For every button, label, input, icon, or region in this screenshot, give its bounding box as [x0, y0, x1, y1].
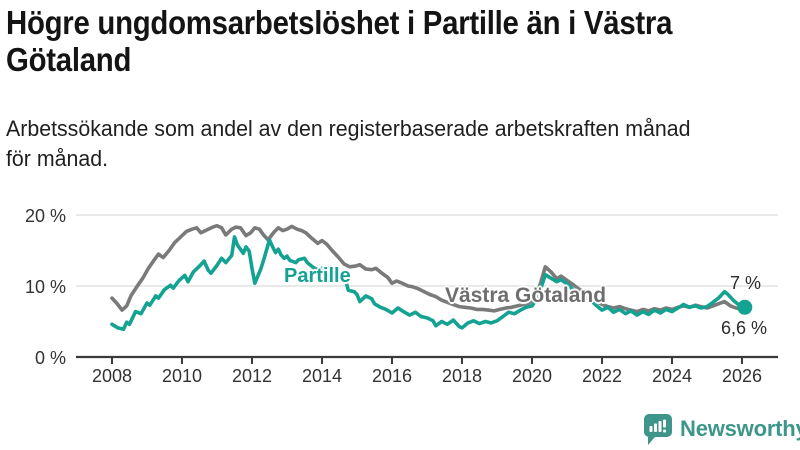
newsworthy-wordmark: Newsworthy [680, 416, 800, 441]
x-axis-tick-label: 2016 [371, 366, 413, 386]
x-axis-tick-label: 2022 [581, 366, 623, 386]
x-axis-tick-label: 2024 [651, 366, 693, 386]
chart-subtitle: Arbetssökande som andel av den registerb… [6, 116, 691, 171]
latest-value-vastra-gotaland: 6,6 % [721, 318, 768, 338]
latest-point-dot [737, 299, 753, 315]
x-axis-tick-label: 2008 [91, 366, 133, 386]
newsworthy-icon [644, 414, 672, 445]
y-axis-label-20: 20 % [24, 206, 66, 226]
x-axis-tick-label: 2026 [721, 366, 763, 386]
newsworthy-logo: Newsworthy [643, 413, 800, 445]
series-label-vastra-gotaland: Västra Götaland [445, 284, 607, 307]
y-axis-label-0: 0 % [34, 348, 66, 368]
series-line-partille [110, 235, 747, 332]
series-label-partille: Partille [284, 265, 351, 287]
series-line-v-stra-g-taland [110, 223, 747, 314]
x-axis-tick-label: 2010 [161, 366, 203, 386]
chart-title: Högre ungdomsarbetslöshet i Partille än … [6, 4, 673, 78]
x-axis-tick-label: 2012 [231, 366, 273, 386]
x-axis-tick-label: 2018 [441, 366, 483, 386]
y-axis-label-10: 10 % [24, 277, 66, 297]
latest-value-partille: 7 % [730, 273, 762, 293]
x-axis-tick-label: 2020 [511, 366, 553, 386]
x-axis-tick-label: 2014 [301, 366, 343, 386]
